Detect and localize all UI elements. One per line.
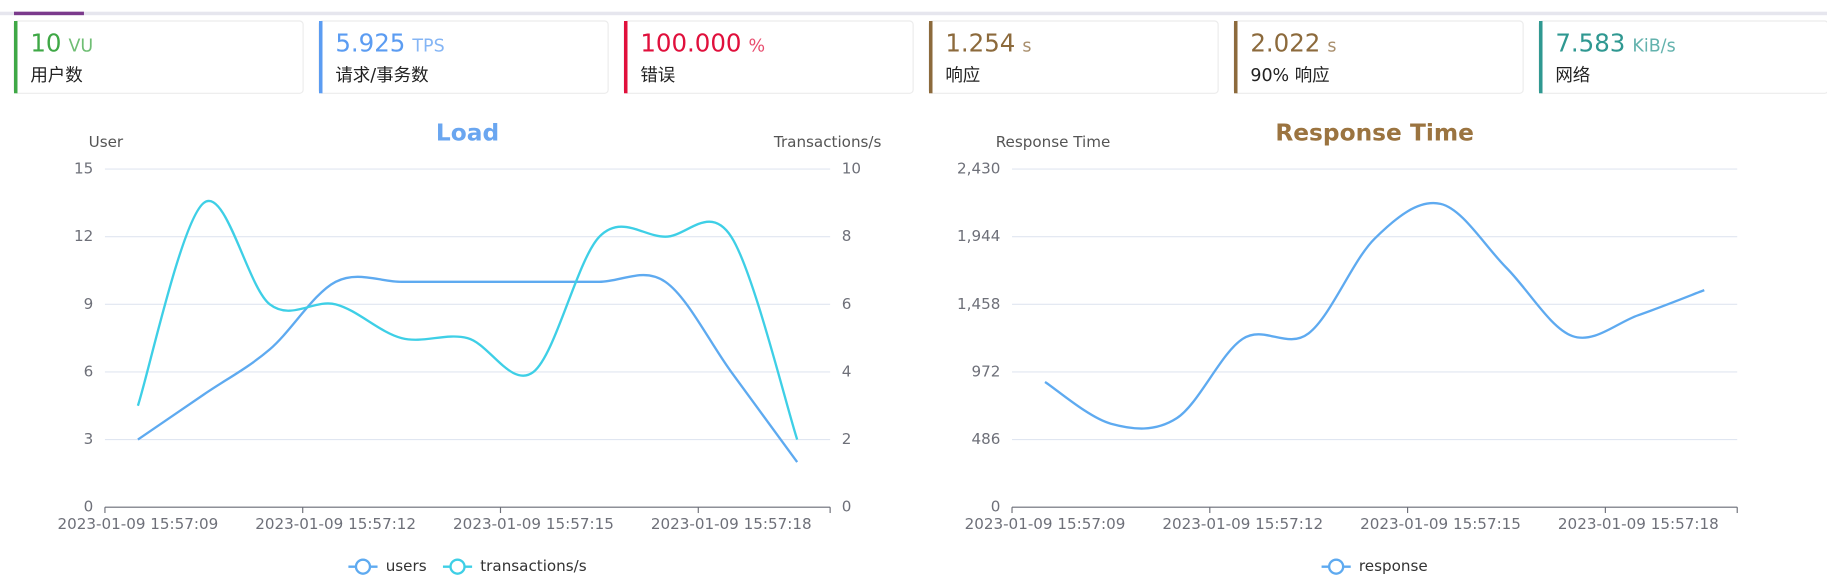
y-tick-label: 2,430 <box>957 160 1000 178</box>
card-value: 7.583 <box>1555 28 1625 57</box>
series-line <box>136 199 799 440</box>
legend-icon <box>449 558 466 575</box>
card-value: 10 <box>30 28 61 57</box>
card-unit: s <box>1327 37 1336 57</box>
y-tick-label: 6 <box>84 362 94 380</box>
y2-tick-label: 4 <box>842 362 852 380</box>
x-tick-label: 2023-01-09 15:57:12 <box>1162 515 1323 533</box>
card-accent <box>624 21 628 94</box>
card-value: 2.022 <box>1250 28 1320 57</box>
y-tick-label: 0 <box>84 498 94 516</box>
y-tick-label: 1,944 <box>957 227 1000 245</box>
card-accent <box>13 21 18 94</box>
series-line <box>1044 201 1705 430</box>
card-accent <box>1234 21 1238 94</box>
x-tick-label: 2023-01-09 15:57:15 <box>1360 515 1521 533</box>
card-value: 100.000 <box>640 28 741 57</box>
x-tick-label: 2023-01-09 15:57:18 <box>651 515 812 533</box>
y-tick-label: 1,458 <box>957 295 1000 313</box>
x-tick-label: 2023-01-09 15:57:09 <box>965 515 1126 533</box>
y2-tick-label: 8 <box>842 227 852 245</box>
card-accent <box>1539 21 1543 94</box>
card-accent <box>318 21 323 94</box>
card-label: 用户数 <box>30 66 82 86</box>
chart-title: Response Time <box>1275 120 1474 147</box>
y-tick-label: 486 <box>971 430 1000 448</box>
legend-label: response <box>1359 557 1428 575</box>
y-tick-label: 3 <box>84 430 94 448</box>
card-label: 网络 <box>1555 66 1590 86</box>
legend-icon <box>354 558 372 575</box>
y-tick-label: 9 <box>84 295 94 313</box>
card-unit: VU <box>68 37 93 57</box>
card-unit: KiB/s <box>1632 37 1675 57</box>
y-tick-label: 0 <box>991 498 1001 516</box>
card-label: 90% 响应 <box>1250 66 1329 86</box>
tab-indicator <box>13 11 84 16</box>
x-tick-label: 2023-01-09 15:57:12 <box>255 515 416 533</box>
x-tick-label: 2023-01-09 15:57:18 <box>1558 515 1719 533</box>
y-axis-name: User <box>89 133 124 151</box>
y-tick-label: 12 <box>74 227 93 245</box>
y-tick-label: 972 <box>971 362 1000 380</box>
card-unit: s <box>1022 37 1031 57</box>
card-label: 响应 <box>945 66 980 86</box>
y2-tick-label: 10 <box>842 160 861 178</box>
card-value: 5.925 <box>335 28 405 57</box>
series-line <box>137 273 799 463</box>
legend-label: users <box>386 557 427 575</box>
y-axis-name: Response Time <box>996 133 1111 151</box>
x-tick-label: 2023-01-09 15:57:09 <box>57 515 218 533</box>
legend-icon <box>1327 558 1345 575</box>
card-value: 1.254 <box>945 28 1015 57</box>
y2-tick-label: 2 <box>842 430 852 448</box>
card-label: 错误 <box>640 66 675 86</box>
y2-tick-label: 6 <box>842 295 852 313</box>
card-unit: TPS <box>411 37 444 57</box>
y2-tick-label: 0 <box>842 498 852 516</box>
y-tick-label: 15 <box>74 160 93 178</box>
tab-bar <box>0 11 1827 16</box>
card-label: 请求/事务数 <box>335 66 428 86</box>
y2-axis-name: Transactions/s <box>773 133 882 151</box>
card-unit: % <box>749 37 766 57</box>
card-accent <box>929 21 933 94</box>
chart-title: Load <box>436 120 499 147</box>
x-tick-label: 2023-01-09 15:57:15 <box>453 515 614 533</box>
legend-label: transactions/s <box>480 557 587 575</box>
